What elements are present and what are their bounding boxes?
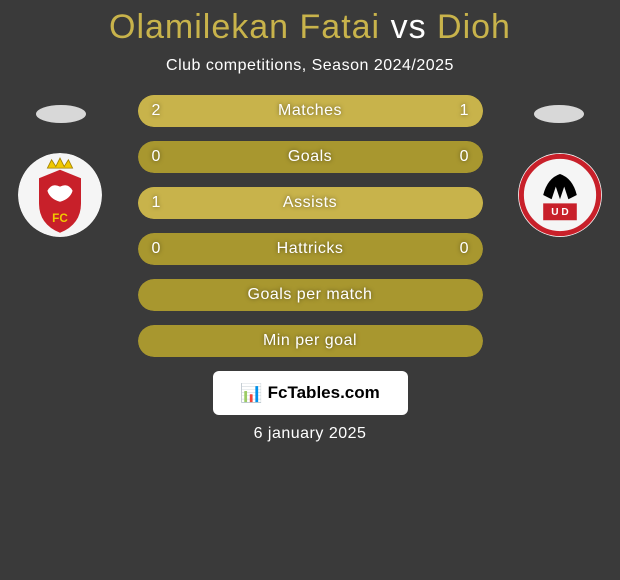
stat-label: Assists <box>283 194 337 212</box>
crest-left-svg: FC <box>18 153 102 237</box>
player2-shadow <box>534 105 584 123</box>
fctables-logo[interactable]: 📊 FcTables.com <box>213 371 408 415</box>
stat-row: Goals 0 0 <box>138 141 483 173</box>
subtitle: Club competitions, Season 2024/2025 <box>0 57 620 95</box>
stat-rows: Matches21Goals00Assists1Hattricks00Goals… <box>138 95 483 357</box>
stat-value-left: 1 <box>152 194 161 212</box>
vs-label: vs <box>391 8 427 46</box>
stat-row: Goals per match <box>138 279 483 311</box>
stat-value-right: 0 <box>460 240 469 258</box>
club-crest-right: U D <box>518 153 602 237</box>
stat-value-left: 2 <box>152 102 161 120</box>
stat-label: Min per goal <box>263 332 357 350</box>
stat-value-left: 0 <box>152 240 161 258</box>
svg-text:FC: FC <box>52 212 68 225</box>
stat-label: Hattricks <box>277 240 344 258</box>
comparison-title: Olamilekan Fatai vs Dioh <box>0 0 620 57</box>
stat-value-right: 0 <box>460 148 469 166</box>
snapshot-date: 6 january 2025 <box>0 425 620 443</box>
stat-value-right: 1 <box>460 102 469 120</box>
chart-icon: 📊 <box>240 383 262 404</box>
stat-row: Hattricks 0 0 <box>138 233 483 265</box>
svg-text:U D: U D <box>551 207 568 218</box>
content-area: FC U D Matches 2 1 Goals 0 0 Assists 1 Hattricks… <box>0 95 620 443</box>
stat-label: Goals per match <box>248 286 373 304</box>
player1-name: Olamilekan Fatai <box>109 8 380 46</box>
logo-text: FcTables.com <box>268 383 380 403</box>
stat-value-left: 0 <box>152 148 161 166</box>
player1-shadow <box>36 105 86 123</box>
club-crest-left: FC <box>18 153 102 237</box>
stat-label: Goals <box>288 148 332 166</box>
stat-label: Matches <box>278 102 342 120</box>
stat-row: Min per goal <box>138 325 483 357</box>
stat-row: Matches 2 1 <box>138 95 483 127</box>
widget-container: Olamilekan Fatai vs Dioh Club competitio… <box>0 0 620 580</box>
player2-name: Dioh <box>437 8 511 46</box>
crest-right-svg: U D <box>518 153 602 237</box>
stat-row: Assists 1 <box>138 187 483 219</box>
